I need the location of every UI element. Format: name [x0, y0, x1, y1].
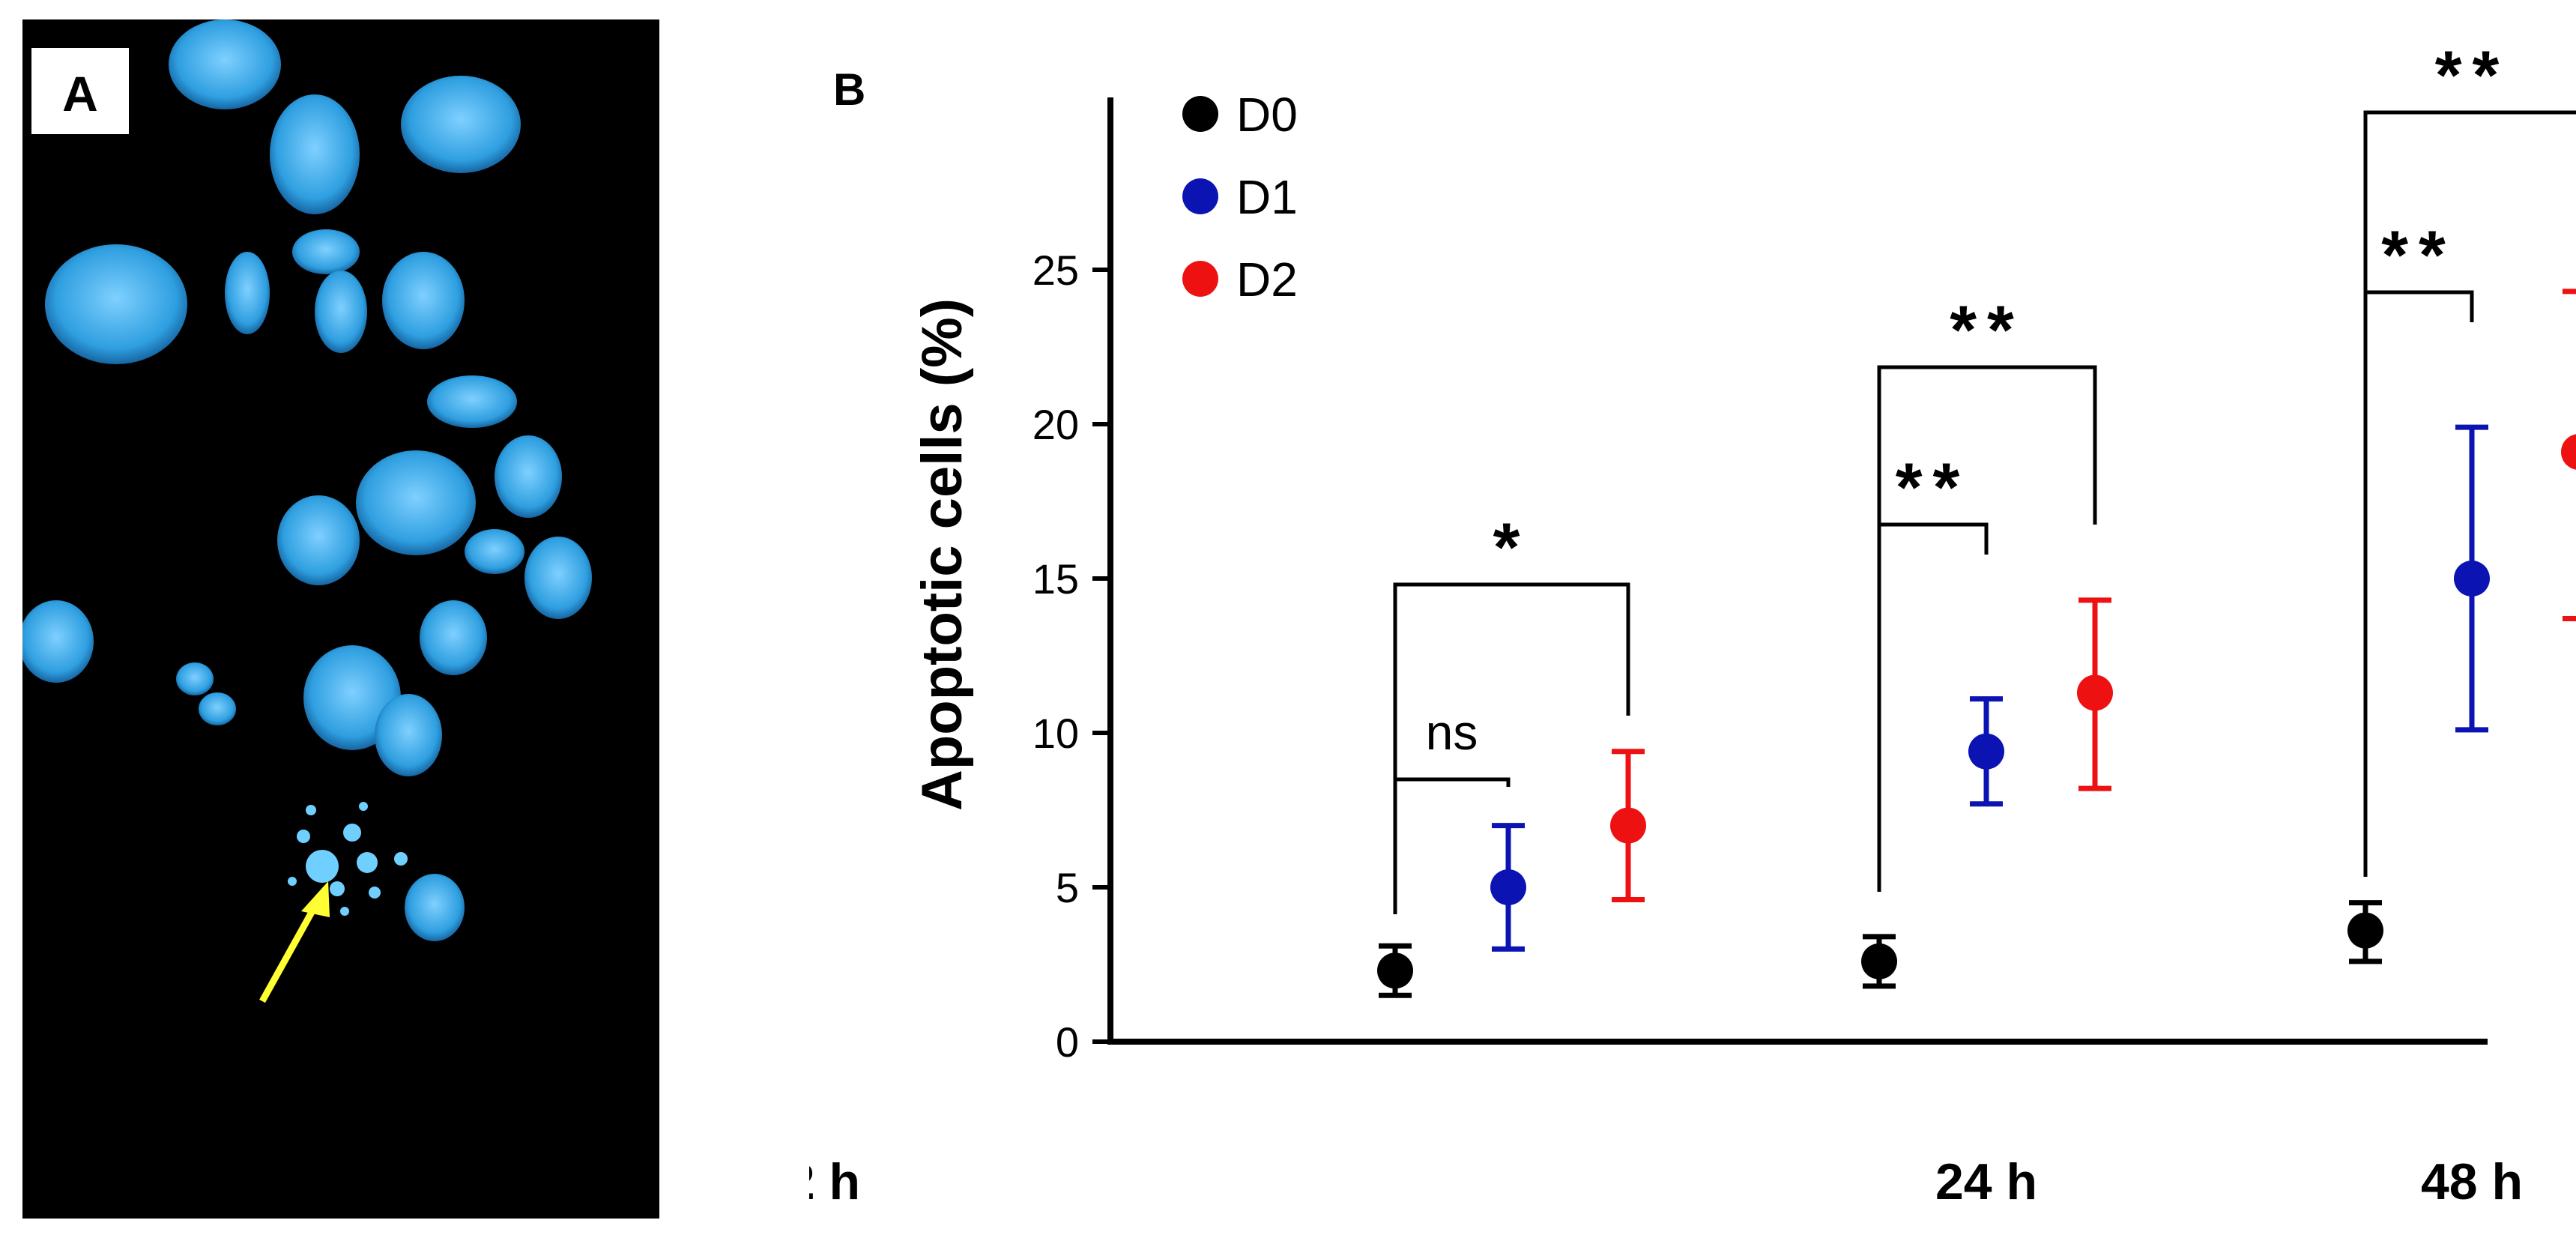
nucleus	[270, 94, 360, 214]
apoptotic-body-cluster	[288, 802, 408, 916]
apoptosis-chart: B Apoptotic cells (%) 0 5 10 15 20 25 24…	[809, 37, 2576, 1210]
point-d2-24h	[1610, 749, 1646, 902]
y-axis-label: Apoptotic cells (%)	[910, 298, 974, 811]
y-tick-label: 25	[1032, 247, 1079, 294]
y-tick-label: 15	[1032, 555, 1079, 603]
nucleus	[176, 662, 214, 695]
nucleus	[225, 252, 270, 334]
point-d2-72h	[2561, 289, 2576, 622]
nucleus	[465, 529, 524, 574]
y-tick-label: 5	[1056, 864, 1079, 911]
yellow-arrow-icon	[259, 881, 330, 1003]
nucleus	[420, 600, 487, 675]
y-tick-labels: 0 5 10 15 20 25	[1032, 247, 1079, 1066]
panel-a-label: A	[62, 66, 98, 121]
x-tick-labels: 24 h 48 h 72 h	[809, 1153, 2523, 1210]
mean-marker	[1490, 869, 1526, 905]
nucleus	[495, 435, 562, 518]
sig-label: **	[2381, 217, 2456, 294]
nucleus	[375, 694, 442, 776]
nuclei	[22, 19, 592, 941]
legend: D0 D1 D2	[1182, 88, 1298, 307]
point-d0-72h	[2347, 900, 2383, 964]
legend-label-d0: D0	[1236, 88, 1298, 142]
point-d2-48h	[2077, 597, 2113, 791]
sig-bracket-1: *	[1393, 510, 1630, 899]
legend-label-d2: D2	[1236, 253, 1298, 307]
sig-label: **	[2435, 37, 2510, 114]
nucleus	[199, 692, 236, 725]
mean-marker	[2347, 912, 2383, 949]
nucleus	[277, 495, 360, 585]
nucleus	[427, 375, 517, 428]
legend-marker-d2	[1182, 261, 1218, 297]
micrograph-background	[22, 19, 659, 1219]
panel-a-label-box	[31, 48, 129, 134]
nucleus	[45, 244, 187, 364]
x-tick-label-72h: 72 h	[809, 1153, 860, 1210]
y-ticks	[1092, 268, 1110, 1044]
sig-bracket-3: **	[1877, 292, 2097, 892]
legend-label-d1: D1	[1236, 170, 1298, 224]
point-d1-72h	[2454, 424, 2490, 733]
mean-marker	[1377, 952, 1413, 989]
significance-brackets: ns*********	[1393, 37, 2576, 914]
mean-marker	[2561, 434, 2576, 470]
panel-b-label: B	[833, 64, 865, 115]
sig-bracket-2: **	[1877, 450, 1989, 892]
sig-label: *	[1493, 510, 1531, 586]
sig-bracket-5: **	[2363, 37, 2576, 877]
mean-marker	[2077, 674, 2113, 711]
x-tick-label-48h: 48 h	[2421, 1153, 2523, 1210]
point-d0-48h	[1861, 934, 1897, 989]
nucleus	[524, 537, 592, 619]
nucleus	[315, 271, 367, 353]
nucleus	[405, 874, 465, 941]
mean-marker	[2454, 561, 2490, 597]
micrograph-panel: A	[22, 19, 659, 1219]
sig-label: **	[1950, 292, 2025, 369]
legend-marker-d1	[1182, 178, 1218, 214]
nucleus	[22, 600, 94, 683]
nucleus	[356, 450, 476, 555]
nucleus	[382, 252, 465, 349]
data-points	[1377, 289, 2576, 998]
sig-bracket-4: **	[2363, 217, 2474, 877]
y-tick-label: 20	[1032, 401, 1079, 448]
point-d0-24h	[1377, 943, 1413, 998]
x-tick-label-24h: 24 h	[1935, 1153, 2037, 1210]
mean-marker	[1610, 807, 1646, 844]
nucleus	[401, 76, 521, 173]
y-tick-label: 0	[1056, 1018, 1079, 1066]
mean-marker	[1861, 943, 1897, 979]
point-d1-24h	[1490, 823, 1526, 952]
mean-marker	[1968, 733, 2004, 770]
nucleus	[292, 229, 360, 274]
nucleus	[169, 19, 281, 109]
y-tick-label: 10	[1032, 710, 1079, 757]
legend-marker-d0	[1182, 96, 1218, 132]
sig-label: ns	[1426, 704, 1478, 760]
sig-label: **	[1896, 450, 1971, 526]
point-d1-48h	[1968, 696, 2004, 807]
